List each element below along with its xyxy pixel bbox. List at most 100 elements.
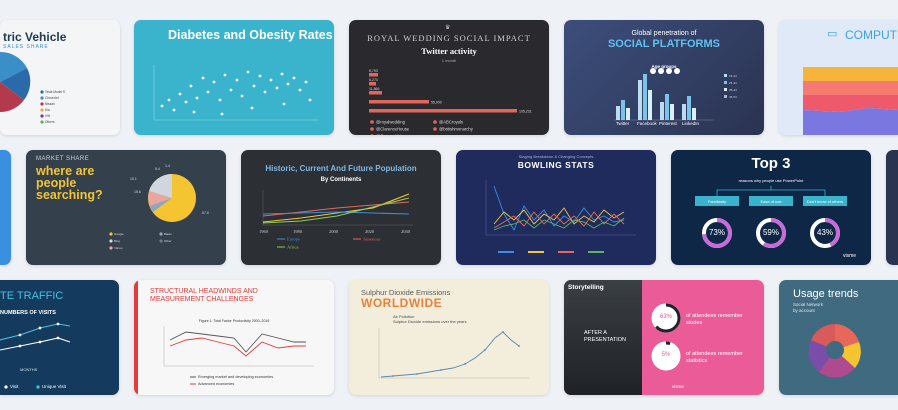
svg-text:Other: Other <box>164 239 172 243</box>
thumb-edge-left-row2[interactable] <box>0 150 11 265</box>
card-title: ROYAL WEDDING SOCIAL IMPACT <box>367 33 531 43</box>
svg-text:25-34: 25-34 <box>729 81 737 85</box>
thumb-usage-trends[interactable]: Usage trends Social Network by account <box>779 280 898 395</box>
card-title-line2: people <box>36 176 77 190</box>
slice-label: 15.6 <box>134 190 141 194</box>
svg-text:Africa: Africa <box>287 245 299 250</box>
svg-text:35-44: 35-44 <box>729 88 737 92</box>
svg-text:2000: 2000 <box>329 229 339 234</box>
item-label: Familiarity <box>707 199 727 204</box>
stat-text: of attendees remember stories <box>686 313 743 326</box>
svg-text:@royalwedding: @royalwedding <box>376 120 406 125</box>
category-label: LinkedIn <box>682 121 700 126</box>
thumb-population[interactable]: 1960 1980 2000 2020 2040 Europe Americas… <box>241 150 441 265</box>
svg-text:@ABCroyals: @ABCroyals <box>439 120 463 125</box>
legend-item: Unique Visit <box>42 384 66 389</box>
bar-label: 8,793 <box>369 69 378 73</box>
thumb-bowling-stats[interactable]: Staging Breakdown & Changing Concepts BO… <box>456 150 656 265</box>
category-label: Pinterest <box>659 121 677 126</box>
svg-text:1980: 1980 <box>293 229 303 234</box>
monitor-icon: ▭ <box>827 28 838 40</box>
svg-text:@britishmonarchy: @britishmonarchy <box>439 127 474 132</box>
card-title-line1: STRUCTURAL HEADWINDS AND <box>150 288 258 295</box>
chart-title: Figure 1: Total Factor Productivity 2000… <box>198 319 270 323</box>
chart-subtitle: Air Pollution <box>393 314 415 319</box>
item-label: Ease of use <box>760 199 782 204</box>
caption-line2: PRESENTATION <box>584 337 626 343</box>
card-title: BOWLING STATS <box>517 160 595 170</box>
productivity-line-chart <box>163 326 314 385</box>
legend-item: Visit <box>10 384 19 389</box>
thumb-social-platforms[interactable]: 15-24 25-34 35-44 45-54 Global penetrati… <box>564 20 764 135</box>
bowling-line-chart <box>485 180 636 253</box>
card-subtitle-line1: Social Network <box>793 302 824 307</box>
thumb-electric-vehicle[interactable]: Tesla Model S Chevrolet Nissan Kia VW Ot… <box>0 20 120 135</box>
item-value: 59% <box>762 228 779 237</box>
ev-pie-chart: Tesla Model S Chevrolet Nissan Kia VW Ot… <box>0 51 65 124</box>
card-subtitle: reasons why people use PowerPoint <box>738 178 804 183</box>
svg-text:2040: 2040 <box>401 229 411 234</box>
thumb-structural-headwinds[interactable]: STRUCTURAL HEADWINDS AND MEASUREMENT CHA… <box>134 280 334 395</box>
card-subtitle: By Continents <box>320 177 362 183</box>
card-title: Usage trends <box>793 288 859 300</box>
svg-text:Baidu: Baidu <box>164 232 172 236</box>
svg-text:VW: VW <box>45 114 50 118</box>
stat-text: of attendees remember statistics <box>686 351 743 364</box>
svg-text:Yahoo: Yahoo <box>114 246 123 250</box>
storytelling-rings <box>651 303 681 371</box>
slice-label: 10.1 <box>130 177 137 181</box>
thumb-royal-wedding[interactable]: 8,793 6,274 11,866 55,000 195,231 @royal… <box>349 20 549 135</box>
crown-icon: ♛ <box>445 25 451 31</box>
slice-label: 67.5 <box>202 211 209 215</box>
svg-text:Tesla Model S: Tesla Model S <box>45 90 65 94</box>
thumb-diabetes-obesity[interactable]: Diabetes and Obesity Rates <box>134 20 334 135</box>
card-title: Sulphur Dioxide Emissions <box>361 288 451 297</box>
card-title: Historic, Current And Future Population <box>265 164 417 173</box>
svg-text:Europe: Europe <box>287 237 300 242</box>
svg-text:15-24: 15-24 <box>729 74 737 78</box>
card-title-line1: Global penetration of <box>631 30 697 37</box>
svg-text:@ClarenceHouse: @ClarenceHouse <box>376 127 410 132</box>
item-value: 43% <box>816 228 833 237</box>
social-platforms-bars: 15-24 25-34 35-44 45-54 <box>614 68 737 121</box>
svg-text:1960: 1960 <box>259 229 269 234</box>
card-title-line2: SOCIAL PLATFORMS <box>607 38 721 50</box>
accent-bar <box>134 280 138 395</box>
thumb-site-traffic[interactable]: TE TRAFFIC NUMBERS OF VISITS MONTHS Visi… <box>0 280 119 395</box>
bar-label: 11,866 <box>369 87 379 91</box>
category-label: Twitter <box>616 121 630 126</box>
card-subtitle: Age groups <box>651 64 677 69</box>
card-subtitle: SALES SHARE <box>3 44 49 50</box>
ring-value: 5% <box>661 352 671 358</box>
svg-text:Nissan: Nissan <box>45 102 55 106</box>
thumb-edge-right-row2[interactable] <box>886 150 898 265</box>
card-title-small: Staging Breakdown & Changing Concepts <box>518 154 594 159</box>
card-subtitle: NUMBERS OF VISITS <box>0 310 56 316</box>
svg-text:Others: Others <box>45 120 55 124</box>
svg-text:Chevrolet: Chevrolet <box>45 96 59 100</box>
card-title-line2: MEASUREMENT CHALLENGES <box>150 296 254 303</box>
thumb-top-3[interactable]: Top 3 reasons why people use PowerPoint … <box>671 150 871 265</box>
thumb-market-share[interactable]: 67.5 15.6 10.1 5.4 1.4 Google Bing Yahoo Ba… <box>26 150 226 265</box>
brand-logo: visme <box>843 253 857 259</box>
svg-text:Bing: Bing <box>114 239 120 243</box>
thumb-storytelling[interactable]: Storytelling 63% 5% of attendees remembe… <box>564 280 764 395</box>
brand-logo: visme <box>672 384 684 389</box>
thumb-sulphur-dioxide[interactable]: Sulphur Dioxide Emissions WORLDWIDE Air … <box>349 280 549 395</box>
chart-subtitle: Sulphur Dioxide emissions over the years <box>393 319 467 324</box>
bar-label: 195,231 <box>519 110 532 114</box>
card-subtitle: Twitter activity <box>421 46 477 56</box>
card-label: MARKET SHARE <box>36 156 90 162</box>
population-line-chart: 1960 1980 2000 2020 2040 Europe Americas… <box>259 190 413 250</box>
slice-label: 5.4 <box>155 167 160 171</box>
audience-photo <box>564 280 642 395</box>
svg-text:Kia: Kia <box>45 108 50 112</box>
card-title-big: WORLDWIDE <box>361 296 443 310</box>
card-title-line1: where are <box>36 164 95 178</box>
bar-label: 55,000 <box>431 101 442 105</box>
thumb-computer[interactable]: ▭ COMPUTER <box>779 20 898 135</box>
card-note: 1 month <box>441 58 457 63</box>
svg-text:Americas: Americas <box>363 237 380 242</box>
scatter-dots <box>153 65 319 121</box>
card-title: tric Vehicle <box>3 30 67 44</box>
